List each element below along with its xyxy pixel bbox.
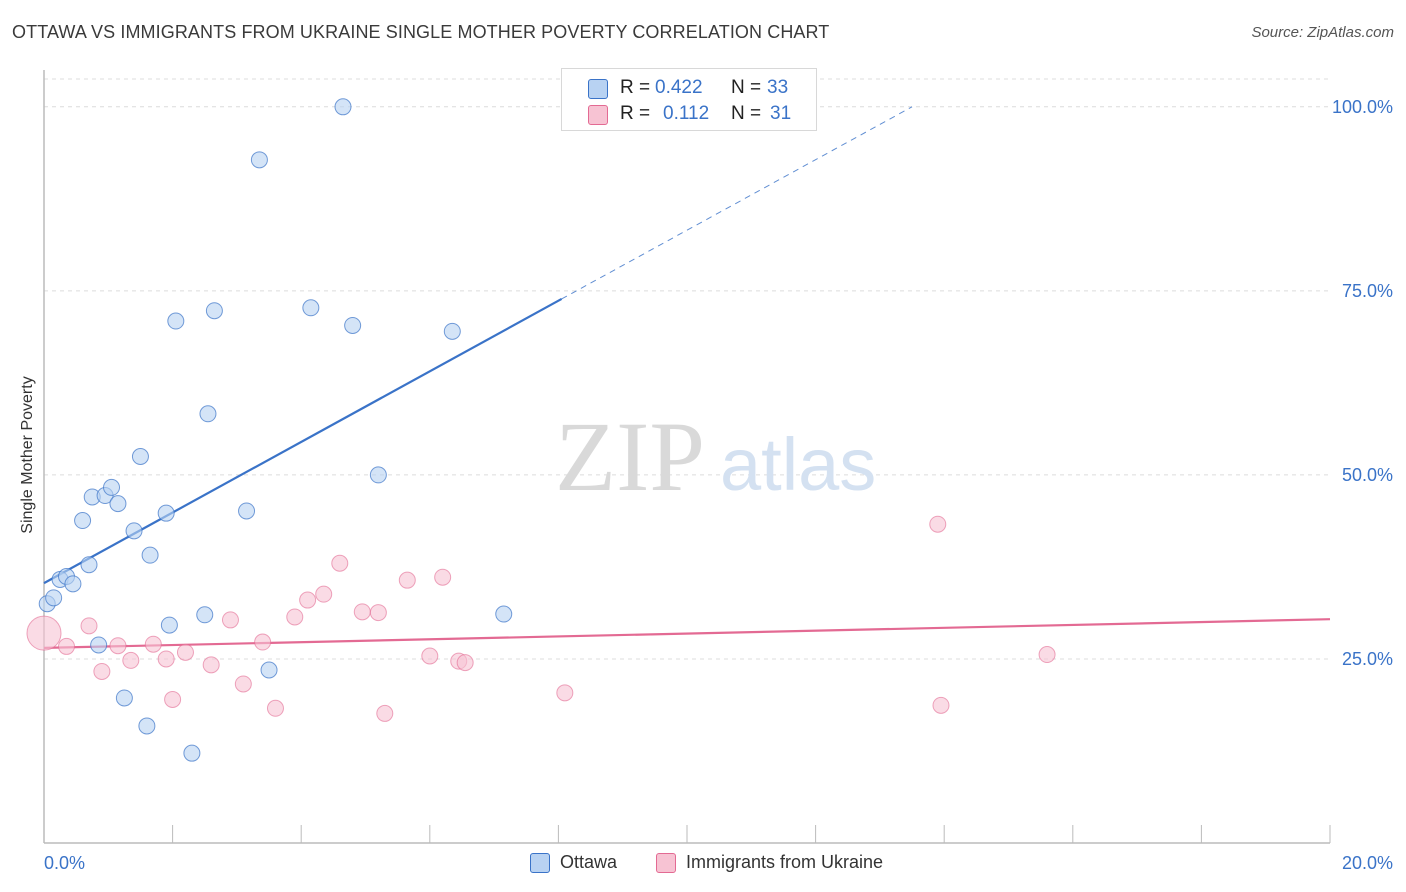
watermark-atlas: atlas [720, 423, 876, 506]
ottawa-point [302, 299, 320, 317]
ottawa-point [160, 616, 178, 634]
ukraine-swatch [588, 105, 608, 125]
ukraine-point [176, 643, 194, 661]
ukraine-point [369, 604, 387, 622]
legend-label-ukraine: Immigrants from Ukraine [686, 852, 884, 872]
ukraine-point [434, 568, 452, 586]
ottawa-point [90, 636, 108, 654]
y-tick-label: 50.0% [1342, 465, 1393, 485]
ottawa-point [131, 448, 149, 465]
tick-labels: 25.0% 50.0% 75.0% 100.0% 0.0% 20.0% [44, 97, 1393, 873]
ukraine-point [331, 554, 349, 572]
ukraine-point [234, 675, 252, 693]
ottawa-point [334, 98, 352, 116]
r-value: 0.112 [663, 103, 710, 124]
x-tick-label: 0.0% [44, 853, 85, 873]
n-label: N = [731, 103, 762, 124]
ottawa-point [238, 502, 256, 520]
ottawa-point [115, 689, 133, 707]
ottawa-point [74, 512, 92, 530]
watermark-zip: ZIP [555, 401, 705, 512]
ottawa-point [157, 504, 175, 522]
ukraine-point [315, 585, 333, 603]
ukraine-point [164, 690, 182, 708]
y-tick-label: 100.0% [1332, 97, 1393, 117]
ottawa-point [495, 605, 513, 623]
watermark: ZIP atlas [555, 401, 876, 512]
ukraine-point [144, 635, 162, 653]
grid-lines [44, 78, 1330, 660]
ottawa-point [138, 717, 156, 735]
y-tick-label: 75.0% [1342, 281, 1393, 301]
ukraine-point [456, 654, 474, 672]
y-tick-label: 25.0% [1342, 649, 1393, 669]
ukraine-point [1038, 646, 1056, 664]
ukraine-point [109, 637, 127, 655]
ottawa-trend-extension [561, 106, 913, 300]
ottawa-point [344, 316, 362, 334]
legend-label-ottawa: Ottawa [560, 852, 618, 872]
n-label: N = [731, 77, 762, 98]
x-tick-label: 20.0% [1342, 853, 1393, 873]
ukraine-point [353, 603, 371, 621]
ukraine-point [26, 615, 62, 651]
ukraine-swatch [656, 853, 676, 873]
chart-title: OTTAWA VS IMMIGRANTS FROM UKRAINE SINGLE… [12, 22, 830, 42]
ottawa-point [103, 478, 121, 496]
ukraine-point [299, 591, 317, 609]
ottawa-point [205, 302, 223, 320]
data-points [26, 98, 1056, 762]
ukraine-point [556, 684, 574, 702]
ukraine-point [266, 699, 284, 717]
n-value: 31 [770, 103, 792, 124]
ukraine-point [398, 571, 416, 589]
n-value: 33 [767, 77, 789, 98]
ukraine-point [58, 637, 76, 655]
ukraine-point [932, 696, 950, 714]
ottawa-point [199, 405, 217, 423]
ukraine-point [157, 650, 175, 668]
trend-lines [43, 106, 1331, 650]
ukraine-point [254, 633, 272, 651]
ottawa-point [125, 522, 143, 540]
ottawa-point [260, 661, 278, 679]
ukraine-point [421, 647, 439, 665]
ukraine-point [93, 662, 111, 680]
ukraine-point [929, 515, 947, 533]
ukraine-point [376, 704, 394, 722]
ottawa-point [167, 312, 185, 330]
ukraine-point [221, 611, 239, 629]
ottawa-point [141, 546, 159, 564]
ottawa-trend-line [43, 297, 563, 585]
ottawa-point [196, 606, 214, 624]
ottawa-point [64, 575, 82, 593]
r-label: R = [620, 103, 651, 124]
ukraine-point [286, 608, 304, 626]
ukraine-point [202, 656, 220, 674]
source-label: Source: ZipAtlas.com [1251, 24, 1394, 41]
ottawa-point [109, 495, 127, 513]
ottawa-point [443, 322, 461, 340]
y-axis-label: Single Mother Poverty [19, 376, 36, 534]
ottawa-point [250, 151, 268, 169]
ottawa-point [369, 466, 387, 484]
r-label: R = [620, 77, 651, 98]
ottawa-point [45, 589, 63, 607]
ottawa-swatch [530, 853, 550, 873]
r-value: 0.422 [655, 77, 703, 98]
ukraine-point [80, 617, 98, 635]
ottawa-swatch [588, 79, 608, 99]
axes [43, 70, 1331, 844]
ottawa-point [183, 744, 201, 762]
ukraine-point [122, 651, 140, 669]
ottawa-point [80, 556, 98, 574]
correlation-legend: R = 0.422 N = 33 R = 0.112 N = 31 [561, 68, 817, 131]
